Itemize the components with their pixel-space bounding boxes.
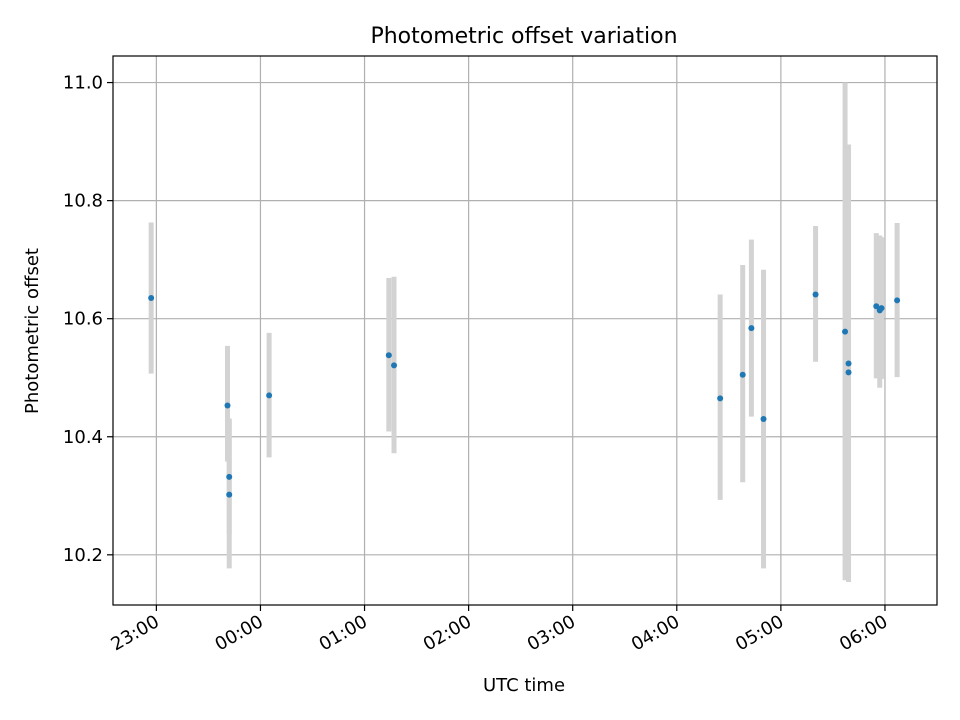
data-point-1	[224, 402, 231, 409]
data-point-5	[385, 352, 392, 359]
data-point-17	[878, 305, 885, 312]
chart-title: Photometric offset variation	[370, 24, 677, 49]
y-tick-label-1: 10.4	[63, 427, 103, 448]
y-axis-label: Photometric offset	[22, 248, 43, 414]
data-point-6	[391, 362, 398, 369]
y-tick-label-2: 10.6	[63, 309, 103, 330]
data-point-4	[266, 392, 273, 399]
y-tick-label-3: 10.8	[63, 191, 103, 212]
plot-frame	[112, 55, 938, 606]
y-tick-label-4: 11.0	[63, 73, 103, 94]
data-point-3	[226, 491, 233, 498]
data-point-13	[845, 369, 852, 376]
x-axis-label: UTC time	[483, 675, 565, 696]
data-points	[148, 291, 901, 498]
data-point-0	[148, 295, 155, 302]
data-point-12	[842, 328, 849, 335]
data-point-10	[760, 416, 767, 423]
data-point-18	[894, 297, 901, 304]
data-point-15	[873, 303, 880, 310]
data-point-11	[812, 291, 819, 298]
y-axis-ticks: 10.2 10.4 10.6 10.8 11.0	[63, 73, 113, 566]
data-point-7	[717, 395, 724, 402]
data-point-2	[226, 473, 233, 480]
data-point-8	[739, 371, 746, 378]
y-tick-label-0: 10.2	[63, 545, 103, 566]
data-point-14	[845, 360, 852, 367]
data-point-9	[748, 325, 755, 332]
grid	[113, 56, 937, 605]
